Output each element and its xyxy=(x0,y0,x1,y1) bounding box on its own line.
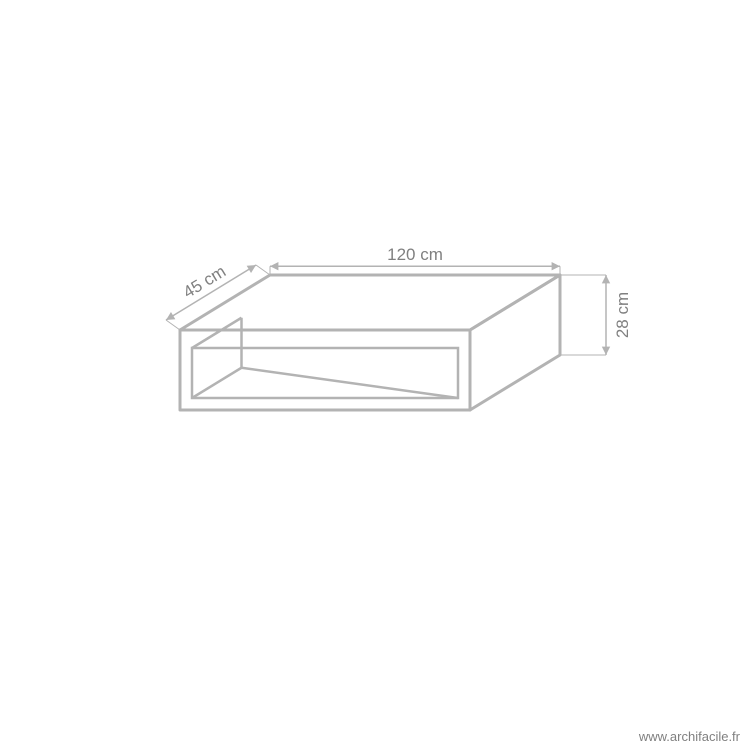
footer-attribution: www.archifacile.fr xyxy=(639,729,740,744)
dimension-drawing: 120 cm45 cm28 cm xyxy=(0,0,750,750)
dim-width-label: 120 cm xyxy=(387,245,443,264)
dim-height-label: 28 cm xyxy=(613,292,632,338)
